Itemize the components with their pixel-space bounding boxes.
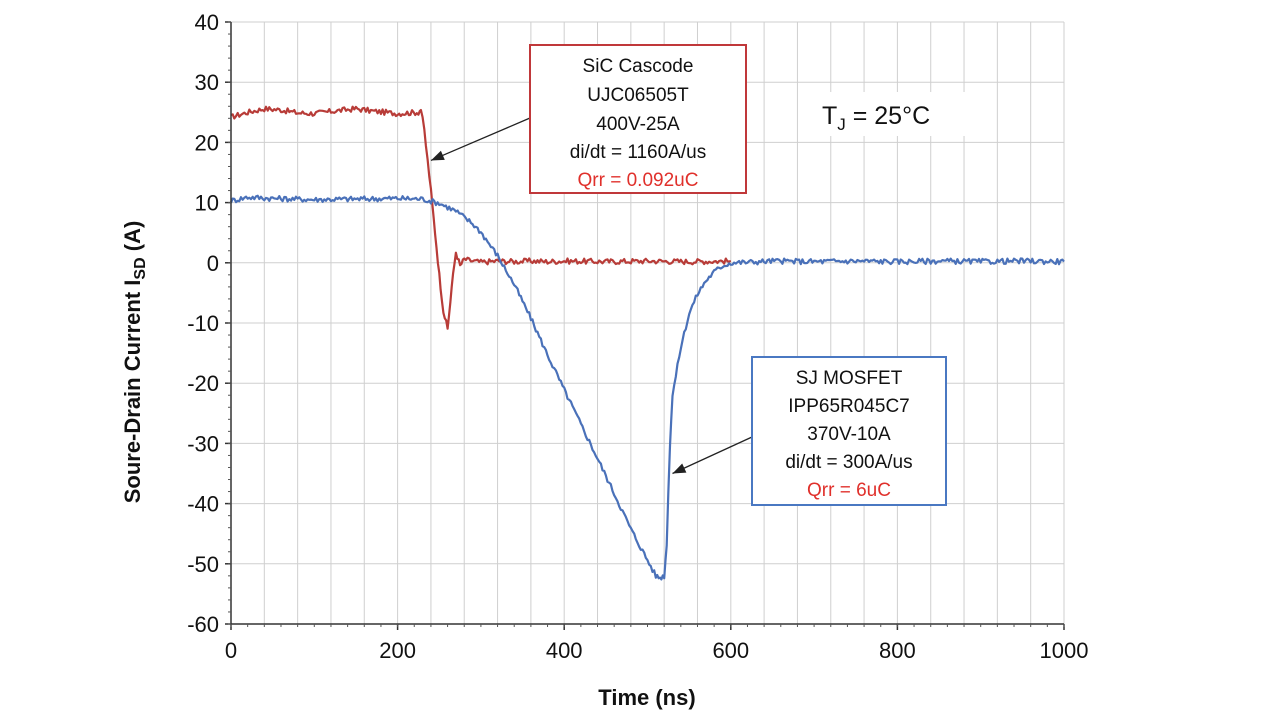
sic-line-3: 400V-25A: [596, 114, 680, 135]
x-tick-label: 400: [546, 638, 583, 663]
sj-annotation-box: [751, 356, 947, 506]
sic-annotation-box: [529, 44, 747, 194]
tj-label-background: [800, 92, 980, 136]
sj-line-2: IPP65R045C7: [788, 396, 909, 417]
sic-annotation-arrowhead: [430, 150, 445, 161]
sic-qrr-label: Qrr = 0.092uC: [578, 170, 699, 191]
sic-line-4: di/dt = 1160A/us: [570, 142, 706, 163]
series-line-1: [230, 105, 732, 330]
y-tick-label: -40: [187, 492, 219, 517]
series-layer: [229, 105, 1065, 581]
sj-qrr-label: Qrr = 6uC: [807, 480, 891, 501]
y-tick-label: -50: [187, 552, 219, 577]
sic-line-1: SiC Cascode: [583, 56, 694, 77]
y-tick-label: 40: [195, 10, 219, 35]
y-tick-label: 30: [195, 70, 219, 95]
sic-annotation-arrow: [430, 117, 531, 162]
tj-label: TJ = 25°C: [822, 102, 930, 134]
y-tick-label: 0: [207, 251, 219, 276]
sj-annotation: SJ MOSFET IPP65R045C7 370V-10A di/dt = 3…: [672, 356, 947, 506]
sj-line-4: di/dt = 300A/us: [785, 452, 912, 473]
y-tick-label: -60: [187, 612, 219, 637]
sj-line-3: 370V-10A: [807, 424, 891, 445]
y-tick-label: -10: [187, 311, 219, 336]
x-tick-label: 600: [712, 638, 749, 663]
sic-annotation: SiC Cascode UJC06505T 400V-25A di/dt = 1…: [430, 44, 747, 194]
x-axis-title: Time (ns): [598, 685, 695, 710]
series-line-2: [229, 194, 1065, 581]
x-tick-label: 200: [379, 638, 416, 663]
sj-line-1: SJ MOSFET: [796, 368, 903, 389]
sic-line-2: UJC06505T: [587, 85, 689, 106]
y-tick-label: 20: [195, 130, 219, 155]
x-tick-label: 800: [879, 638, 916, 663]
y-tick-label: 10: [195, 191, 219, 216]
y-tick-label: -20: [187, 371, 219, 396]
x-tick-label: 1000: [1040, 638, 1089, 663]
y-tick-label: -30: [187, 431, 219, 456]
y-axis-title: Soure-Drain Current ISD (A): [120, 221, 149, 504]
x-tick-label: 0: [225, 638, 237, 663]
sj-annotation-arrow: [672, 436, 753, 475]
sj-annotation-arrowhead: [672, 463, 687, 474]
